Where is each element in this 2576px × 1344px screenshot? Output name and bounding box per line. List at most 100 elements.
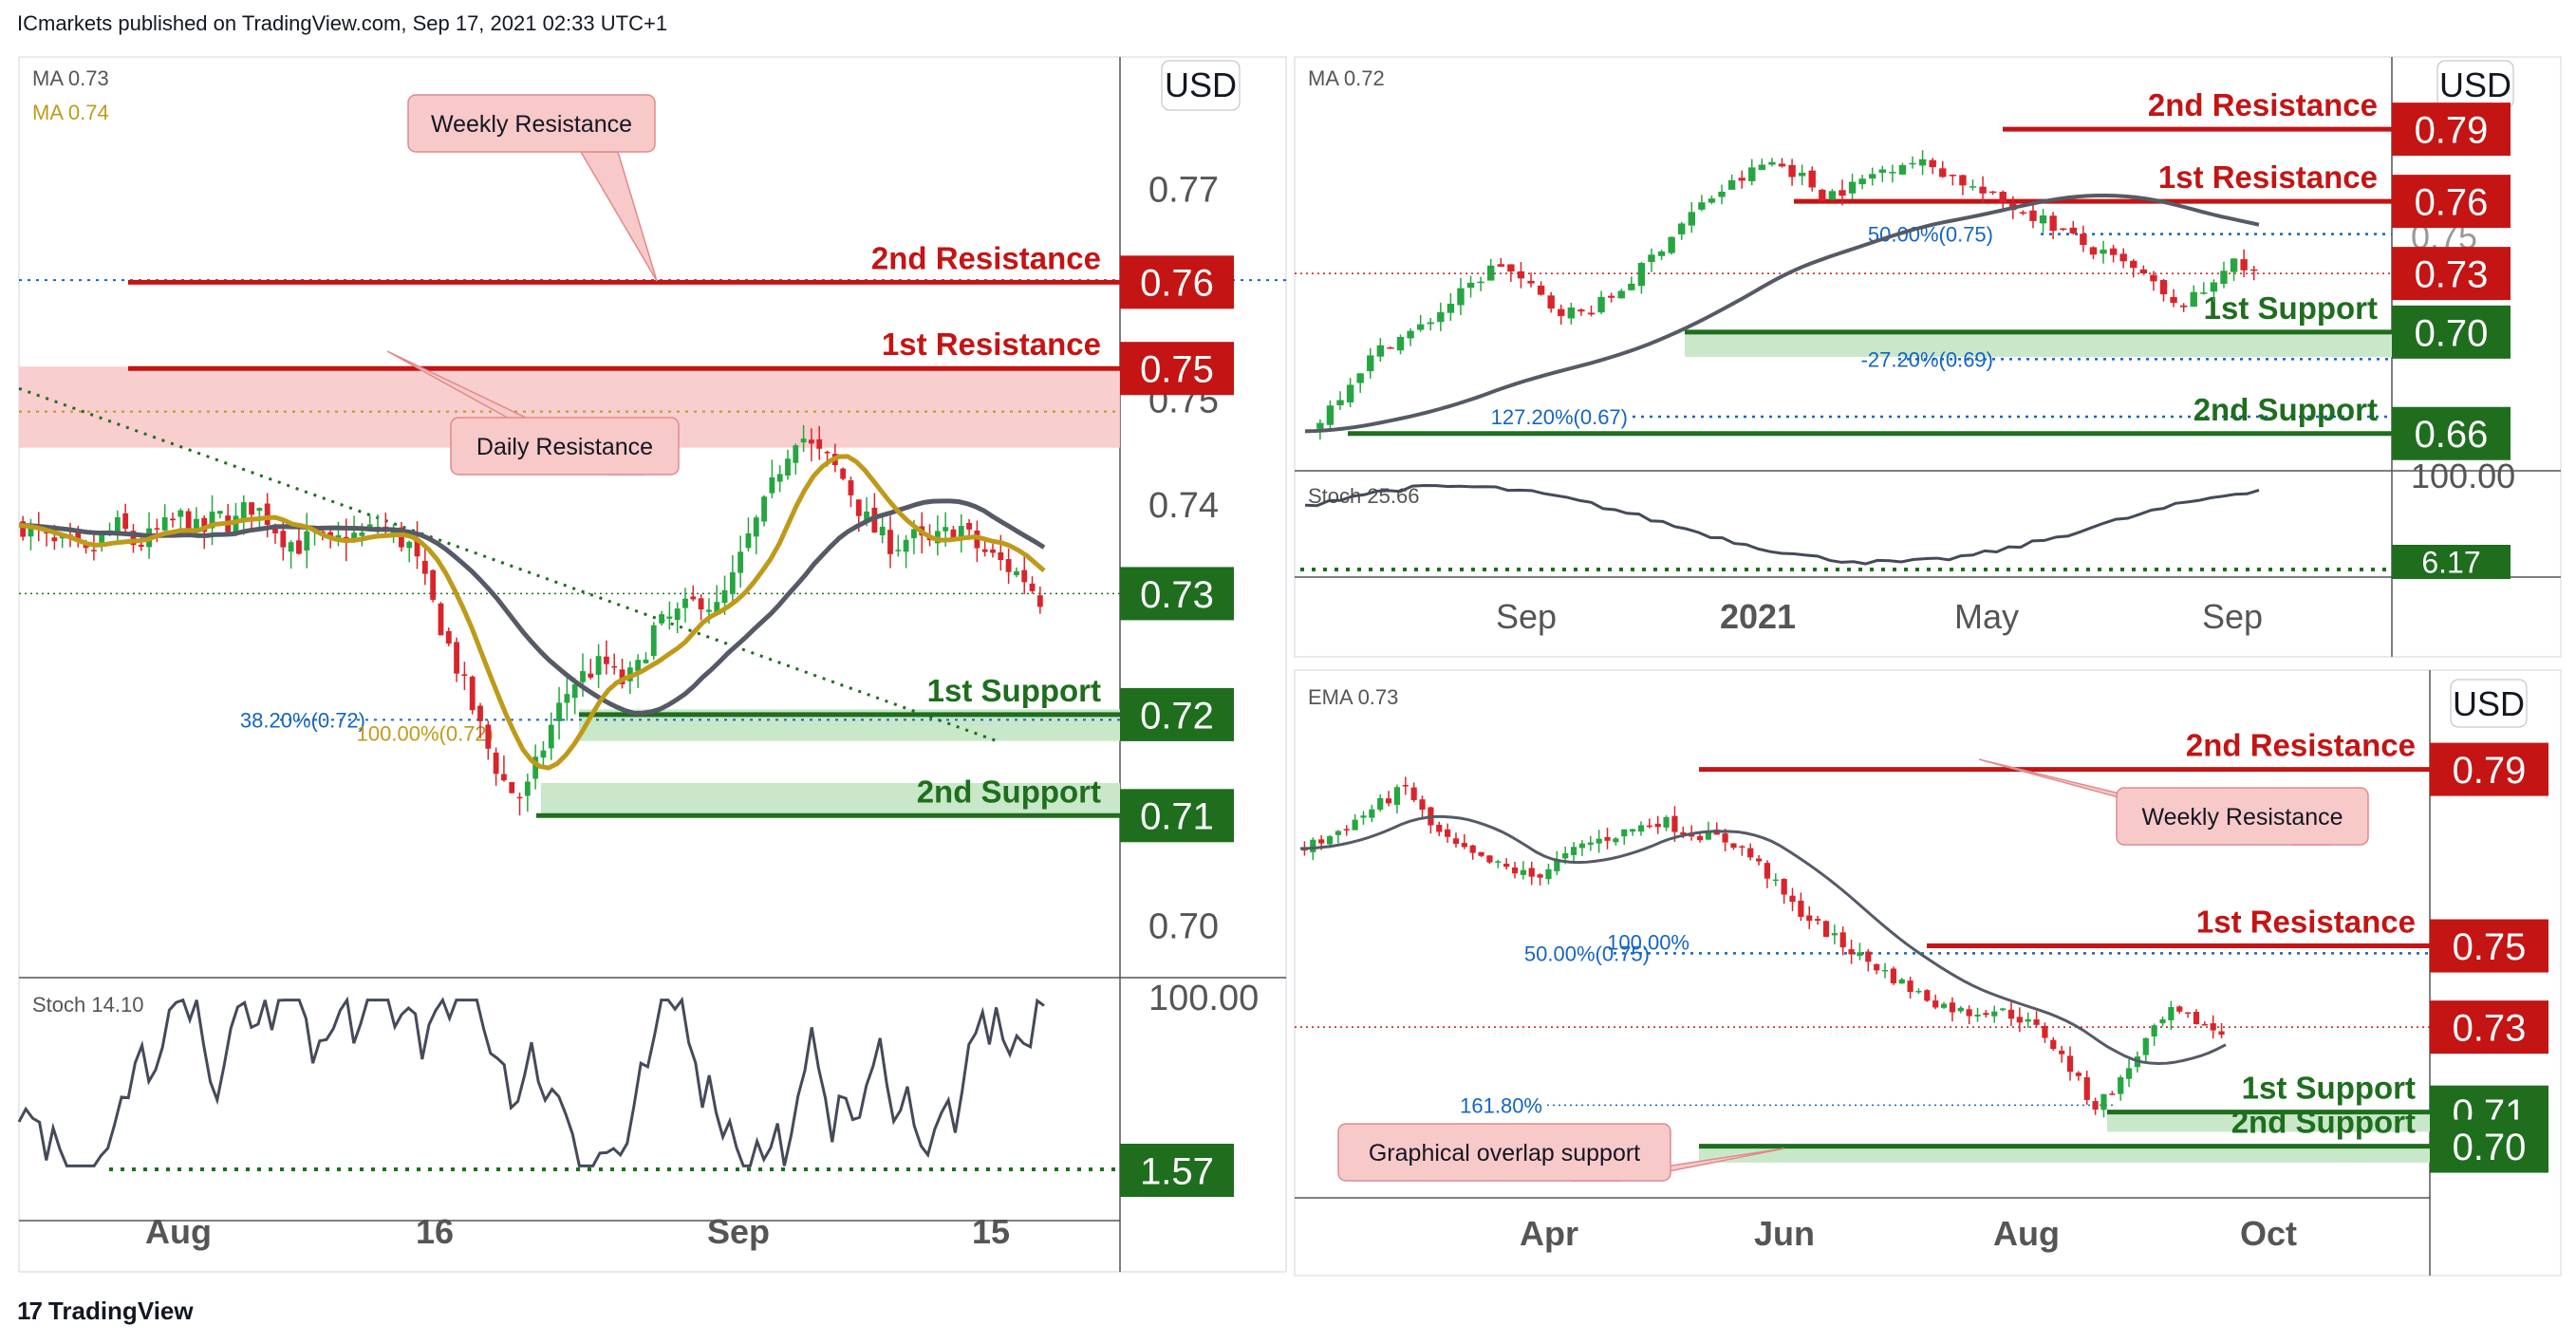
left-ma1-label: MA 0.73 (32, 66, 109, 90)
candle-body (438, 603, 444, 636)
candle-body (406, 541, 413, 549)
candle-body (501, 774, 507, 781)
candle-body (1497, 264, 1504, 267)
tr-level-tag: 0.70 (2415, 312, 2489, 354)
br-fib-100-label: 100.00% (1607, 930, 1689, 954)
tr-support-zone (1685, 331, 2392, 357)
candle-body (2049, 215, 2057, 232)
tr-level-tag-box (2392, 406, 2511, 460)
candle-body (1858, 178, 1866, 185)
candle-body (130, 531, 137, 546)
candle-body (366, 524, 373, 529)
candle-body (1469, 845, 1476, 853)
candle-body (2075, 1073, 2081, 1076)
candle-body (1336, 400, 1344, 406)
br-fib-50-label: 50.00%(0.75) (1524, 942, 1650, 965)
left-level-tag-box (1120, 255, 1234, 309)
candle-body (1768, 161, 1776, 165)
candle-body (509, 781, 515, 793)
candle-body (1696, 835, 1704, 841)
candle-body (1730, 843, 1737, 849)
candle-body (998, 551, 1004, 561)
tr-candles (1306, 150, 2258, 440)
candle-body (706, 609, 712, 612)
br-current-tag-box (2430, 1000, 2548, 1055)
br-x-tick: Oct (2240, 1214, 2297, 1253)
candle-body (2060, 228, 2067, 231)
candle-body (737, 551, 744, 573)
candle-body (1447, 304, 1455, 313)
candle-body (1416, 324, 1425, 330)
candle-body (2125, 1068, 2133, 1079)
candle-body (1637, 825, 1645, 832)
candle-body (485, 724, 492, 749)
candle-body (461, 674, 468, 676)
tr-level-label: 1st Resistance (2158, 159, 2378, 195)
candle-body (674, 608, 681, 621)
candle-body (454, 642, 459, 674)
br-current-tag: 0.73 (2453, 1008, 2527, 1050)
candle-body (2200, 292, 2208, 294)
candle-body (44, 532, 49, 533)
br-weekly-callout-box (2116, 787, 2369, 846)
candle-body (1705, 830, 1711, 840)
candle-body (493, 752, 499, 775)
candle-body (430, 569, 437, 600)
left-stoch-tag-box (1120, 1144, 1234, 1197)
candle-body (643, 659, 649, 663)
candle-body (1570, 847, 1577, 855)
candle-body (1301, 849, 1308, 851)
candle-body (1452, 838, 1460, 845)
candle-body (1939, 168, 1947, 177)
candle-body (659, 614, 664, 624)
candle-body (1789, 895, 1796, 903)
candle-body (1890, 968, 1896, 983)
candle-body (185, 511, 192, 531)
candle-body (1999, 192, 2007, 203)
tr-level-label: 2nd Support (2193, 392, 2378, 427)
candle-body (272, 527, 278, 533)
candle-body (1646, 825, 1652, 828)
candle-body (1949, 1002, 1956, 1013)
tr-x-tick: May (1954, 597, 2019, 636)
candle-body (635, 660, 642, 671)
candle-body (1727, 179, 1736, 190)
candle-body (161, 516, 168, 531)
candle-body (1527, 280, 1535, 284)
candle-body (1839, 932, 1846, 948)
candle-body (2201, 1023, 2208, 1026)
br-level-label: 2nd Support (2231, 1105, 2416, 1140)
candle-body (122, 513, 129, 530)
candle-body (848, 480, 854, 495)
candle-body (1567, 308, 1576, 319)
candle-body (1630, 829, 1636, 832)
br-ema-label: EMA 0.73 (1308, 685, 1398, 709)
left-level-label: 1st Resistance (882, 327, 1101, 362)
candle-body (2130, 260, 2137, 269)
candle-body (1881, 969, 1889, 972)
tr-stoch-line (1304, 484, 2260, 566)
tradingview-footer[interactable]: 17 TradingView (17, 1297, 194, 1326)
tr-ma-label: MA 0.72 (1308, 66, 1385, 90)
candle-body (1781, 879, 1787, 895)
candle-body (698, 598, 704, 610)
candle-body (761, 496, 767, 522)
candle-body (1654, 823, 1661, 828)
candle-body (1778, 163, 1786, 167)
left-current-tag-box (1120, 567, 1234, 621)
tr-level-tag: 0.79 (2415, 110, 2489, 152)
candle-body (1036, 595, 1043, 607)
candle-body (1554, 859, 1560, 871)
left-weekly-callout: Weekly Resistance (431, 111, 632, 138)
left-y-tick: 0.74 (1148, 486, 1219, 526)
candle-body (2042, 1025, 2048, 1038)
candle-body (1806, 915, 1813, 922)
candle-body (1848, 949, 1855, 955)
tr-level-tag-box (2392, 103, 2511, 157)
candle-body (477, 705, 483, 721)
candle-body (580, 671, 586, 682)
candle-body (2220, 271, 2228, 284)
left-weekly-callout-box (407, 94, 656, 153)
candle-body (2033, 1019, 2040, 1025)
